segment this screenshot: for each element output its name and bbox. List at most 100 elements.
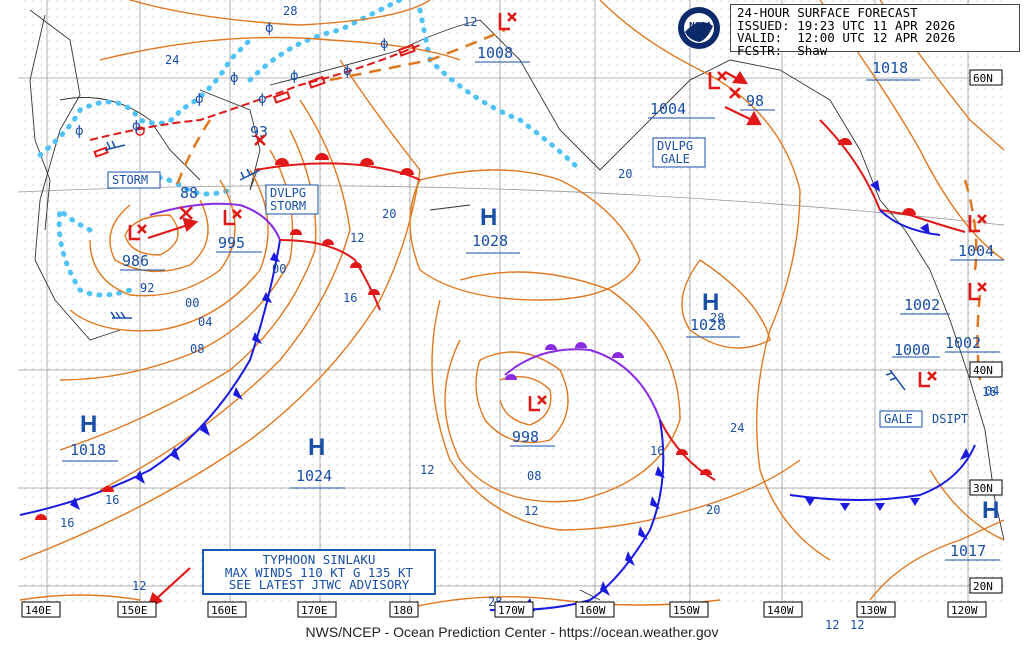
high-symbol: H <box>702 289 719 316</box>
svg-text:28: 28 <box>710 311 724 325</box>
low-pressure: 1002 <box>945 334 981 352</box>
svg-text:12: 12 <box>850 618 864 632</box>
svg-text:12: 12 <box>420 463 434 477</box>
svg-text:30N: 30N <box>973 482 993 495</box>
svg-text:140E: 140E <box>25 604 52 617</box>
typhoon-winds: MAX WINDS 110 KT G 135 KT <box>224 564 414 580</box>
low-pressure: 995 <box>218 234 245 252</box>
svg-text:60N: 60N <box>973 72 993 85</box>
svg-text:20: 20 <box>706 503 720 517</box>
svg-text:00: 00 <box>185 296 199 310</box>
svg-text:ϕ: ϕ <box>132 119 141 134</box>
high-symbol: H <box>80 411 97 438</box>
svg-text:08: 08 <box>190 342 204 356</box>
noaa-logo: NOAA <box>678 7 720 49</box>
svg-text:20: 20 <box>618 167 632 181</box>
high-symbol: H <box>308 434 325 461</box>
svg-text:ϕ: ϕ <box>195 92 204 107</box>
svg-text:16: 16 <box>343 291 357 305</box>
latitude-axis: 60N 40N 30N 20N <box>969 69 1003 594</box>
high-pressure: 1028 <box>472 232 508 250</box>
high-pressure: 1028 <box>690 316 726 334</box>
warning-boxes: STORM DVLPG STORM DVLPG GALE GALE DSIPT <box>107 137 968 428</box>
isobars <box>19 0 1005 611</box>
svg-text:ϕ: ϕ <box>230 71 239 86</box>
svg-text:16: 16 <box>105 493 119 507</box>
svg-text:12: 12 <box>132 579 146 593</box>
low-pressure: 986 <box>122 252 149 270</box>
low-pressure: 998 <box>512 428 539 446</box>
svg-text:160E: 160E <box>211 604 238 617</box>
gale-area-barbs <box>104 140 906 391</box>
motion-arrows <box>147 70 762 608</box>
forecast-info-box: 24-HOUR SURFACE FORECAST ISSUED: 19:23 U… <box>730 4 1020 56</box>
svg-text:STORM: STORM <box>112 173 148 187</box>
svg-text:12: 12 <box>524 504 538 518</box>
svg-text:04: 04 <box>985 384 999 398</box>
high-pressure: 1018 <box>70 441 106 459</box>
svg-text:16: 16 <box>60 516 74 530</box>
longitude-axis: 140E 150E 160E 170E 180 170W 160W 150W 1… <box>21 601 987 618</box>
svg-text:08: 08 <box>527 469 541 483</box>
high-pressure: 1024 <box>296 467 332 485</box>
svg-text:DVLPG: DVLPG <box>270 186 306 200</box>
svg-text:GALE: GALE <box>884 412 913 426</box>
high-symbol: H <box>982 497 999 524</box>
svg-text:150W: 150W <box>673 604 700 617</box>
valid-time: VALID: 12:00 UTC 12 APR 2026 <box>737 30 956 45</box>
svg-text:28: 28 <box>283 4 297 18</box>
low-pressure: 1008 <box>477 44 513 62</box>
svg-text:ϕ: ϕ <box>75 124 84 139</box>
issued-time: ISSUED: 19:23 UTC 11 APR 2026 <box>737 17 956 33</box>
svg-text:ϕ: ϕ <box>290 69 299 84</box>
low-pressure: 98 <box>746 92 764 110</box>
typhoon-advisory: SEE LATEST JTWC ADVISORY <box>228 577 410 592</box>
svg-text:20N: 20N <box>973 580 993 593</box>
high-pressure: 1018 <box>872 59 908 77</box>
high-symbol: H <box>480 204 497 231</box>
svg-text:12: 12 <box>825 618 839 632</box>
svg-text:120W: 120W <box>951 604 978 617</box>
forecast-title: 24-HOUR SURFACE FORECAST <box>737 5 918 20</box>
svg-text:24: 24 <box>165 53 179 67</box>
svg-text:150E: 150E <box>121 604 148 617</box>
svg-text:04: 04 <box>198 315 212 329</box>
svg-text:ϕ: ϕ <box>258 92 267 107</box>
svg-text:180: 180 <box>393 604 413 617</box>
low-pressure: 1002 <box>904 296 940 314</box>
svg-text:ϕ: ϕ <box>343 64 352 79</box>
low-pressure: 88 <box>180 184 198 202</box>
svg-text:170W: 170W <box>498 604 525 617</box>
svg-text:140W: 140W <box>767 604 794 617</box>
troughs <box>173 28 982 381</box>
svg-text:16: 16 <box>982 385 996 399</box>
svg-text:130W: 130W <box>860 604 887 617</box>
svg-text:24: 24 <box>730 421 744 435</box>
svg-text:16: 16 <box>650 444 664 458</box>
svg-text:ϕ: ϕ <box>265 21 274 36</box>
svg-text:12: 12 <box>463 15 477 29</box>
pressure-underlines <box>62 61 1004 561</box>
low-pressure: 1000 <box>894 341 930 359</box>
forecaster: FCSTR: Shaw <box>737 42 828 58</box>
footer-credit: NWS/NCEP - Ocean Prediction Center - htt… <box>305 624 719 640</box>
low-centers: 986 995 998 1008 1004 98 93 88 1004 1002… <box>122 44 994 446</box>
svg-text:20: 20 <box>382 207 396 221</box>
svg-text:DVLPG: DVLPG <box>657 139 693 153</box>
front-symbols <box>35 43 970 612</box>
svg-text:40N: 40N <box>973 364 993 377</box>
svg-text:STORM: STORM <box>270 199 306 213</box>
low-pressure: 1004 <box>650 100 686 118</box>
typhoon-advisory-box: TYPHOON SINLAKU MAX WINDS 110 KT G 135 K… <box>202 549 436 595</box>
high-centers: H 1028 H 1028 H 1024 H 1018 H 1017 1018 <box>70 59 999 560</box>
svg-text:92: 92 <box>140 281 154 295</box>
low-symbols <box>128 12 987 412</box>
svg-text:170E: 170E <box>301 604 328 617</box>
svg-text:12: 12 <box>350 231 364 245</box>
svg-text:ϕ: ϕ <box>380 37 389 52</box>
typhoon-name: TYPHOON SINLAKU <box>262 552 376 567</box>
svg-text:NOAA: NOAA <box>689 21 712 29</box>
high-pressure: 1017 <box>950 542 986 560</box>
svg-text:GALE: GALE <box>661 152 690 166</box>
svg-text:160W: 160W <box>579 604 606 617</box>
